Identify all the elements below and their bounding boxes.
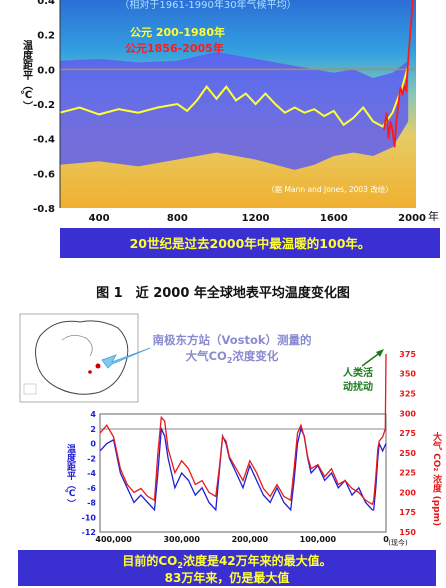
right-y-tick-label: 200 [399,488,416,497]
annotation-arrow [361,351,382,367]
y-tick-labels: -0.8 -0.6 -0.4 -0.2 0.0 0.2 0.4 [33,0,55,215]
annotation-arrowhead [376,349,384,357]
legend-item-series-1856-2005: 公元1856-2005年 [125,41,224,55]
y-tick-label: 0.0 [37,65,55,76]
banner-background-2 [18,550,436,586]
figure-caption: 图 1 近 2000 年全球地表平均温度变化图 [96,286,350,301]
left-y-tick-label: -2 [87,454,96,463]
station-marker [88,370,92,374]
left-y-tick-label: -12 [82,528,96,537]
right-y-tick-label: 250 [399,449,416,458]
x-tick-labels: 400 800 1200 1600 2000 [89,213,426,224]
legend: 公元 200-1980年 公元1856-2005年 [125,25,225,55]
y-tick-label: -0.6 [33,169,55,180]
y-tick-label: -0.2 [33,100,55,111]
x-tick-label: 100,000 [300,535,337,544]
right-y-tick-label: 350 [399,370,416,379]
left-y-tick-labels: -12 -10 -8 -6 -4 -2 0 2 4 [82,410,97,537]
ice-shelf-outline [61,335,93,357]
uncertainty-band [60,52,409,170]
y-tick-label: 0.2 [37,31,55,42]
x-tick-label: 200,000 [232,535,269,544]
co2-series-line [100,353,387,506]
right-y-tick-labels: 150 175 200 225 250 275 300 325 350 375 [399,350,416,537]
antarctica-continent [35,320,129,395]
left-y-tick-label: -6 [87,484,96,493]
left-y-tick-label: 4 [90,410,96,419]
vostok-pointer-arrow [101,347,151,369]
y-tick-label: -0.8 [33,204,55,215]
series-200-1980-line [60,65,410,128]
left-y-tick-label: 2 [90,425,96,434]
chart-credit: （据 Mann and Jones, 2003 改绘） [267,184,393,194]
left-y-axis-label: 温度距平（℃） [64,443,76,508]
legend-item-series-200-1980: 公元 200-1980年 [130,25,225,39]
x-tick-label: 800 [167,213,188,224]
chart-title-line1: 南极东方站（Vostok）测量的 [152,333,311,347]
right-y-tick-label: 150 [399,528,416,537]
vostok-co2-chart-figure: 南极东方站（Vostok）测量的 大气CO2浓度变化 -12-10-8-6-4-… [18,313,443,586]
x-tick-label: 1200 [242,213,270,224]
x-tick-label: 1600 [320,213,348,224]
plot-area-2 [99,413,387,533]
map-legend-box [23,383,37,395]
right-y-tick-label: 225 [399,469,416,478]
right-y-tick-label: 300 [399,409,416,418]
right-y-axis-label: 大气 CO₂ 浓度 (ppm) [431,431,443,526]
temperature-series-line [100,426,387,512]
right-y-tick-label: 275 [399,429,416,438]
x-unit-label: 年 [428,209,439,223]
right-y-tick-label: 175 [399,508,416,517]
y-tick-label: 0.4 [37,0,55,7]
chart-banner-line1: 目前的CO2浓度是42万年来的最大值。 [122,553,331,570]
x-tick-labels-2: 400,000 300,000 200,000 100,000 0 [95,535,389,544]
x-tick-label: 2000 [398,213,426,224]
y-tick-label: -0.4 [33,135,55,146]
right-y-tick-label: 375 [399,350,416,359]
chart-title-line2: 大气CO2浓度变化 [186,349,279,365]
chart-banner: 20世纪是过去2000年中最温暖的100年。 [130,236,371,251]
now-label: (现今) [388,538,408,547]
antarctica-map [19,313,139,403]
vostok-station-marker [95,363,101,369]
left-y-tick-label: -4 [87,469,96,478]
right-y-tick-label: 325 [399,390,416,399]
left-y-tick-label: -8 [87,499,96,508]
x-tick-label: 400,000 [95,535,132,544]
annotation-line1: 人类活 [343,366,373,379]
x-tick-label: 300,000 [163,535,200,544]
y-axis-label: 温度距平（℃） [20,39,34,111]
x-tick-label: 400 [89,213,110,224]
annotation-line2: 动扰动 [343,380,373,393]
left-y-tick-label: -10 [82,513,97,522]
banner-background [60,228,440,258]
left-y-tick-label: 0 [90,440,96,449]
chart-subtitle: （相对于1961-1990年30年气候平均） [119,0,296,11]
series-1856-2005-line [383,0,414,148]
x-tick-label: 0 [383,535,389,544]
chart-banner-line2: 83万年来，仍是最大值 [165,570,290,585]
temperature-chart-figure: （相对于1961-1990年30年气候平均） -0.8 -0.6 -0.4 -0.2 0… [20,0,440,258]
